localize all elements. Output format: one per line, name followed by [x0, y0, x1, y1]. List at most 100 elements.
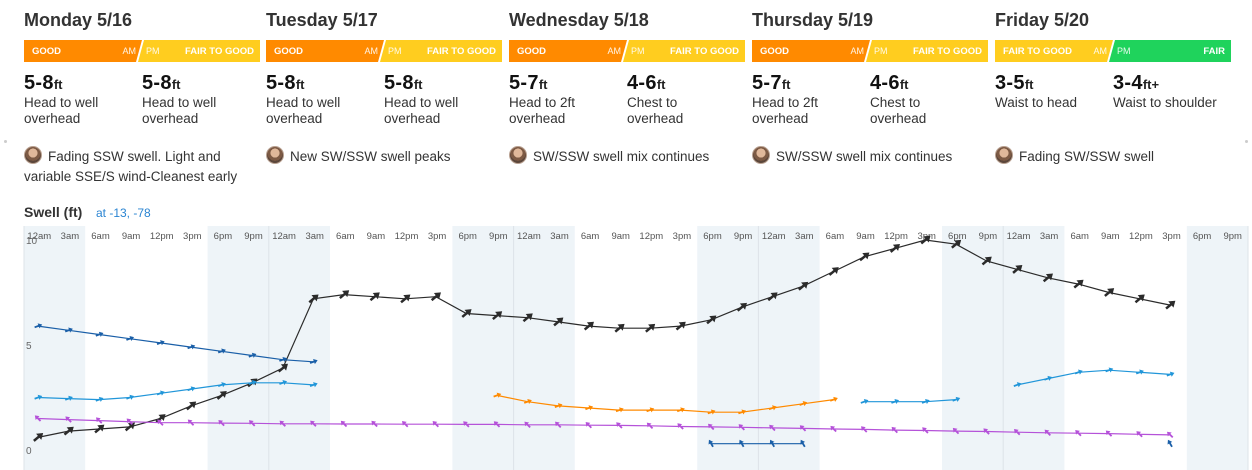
forecaster-note: SW/SSW swell mix continues: [752, 146, 992, 167]
swell-chart[interactable]: 12am 3am 6am 9am 12pm 3pm 6pm 9pm 12am 3am 6am 9am 1…: [0, 226, 1252, 470]
swell-arrow: [708, 423, 715, 431]
swell-arrow: [248, 380, 257, 386]
swell-line: [37, 239, 1171, 438]
swell-arrow: [126, 418, 133, 425]
swell-arrow: [34, 394, 43, 400]
y-tick-label: 10: [26, 236, 38, 247]
x-tick-label: 9am: [1101, 231, 1120, 242]
swell-arrow: [279, 420, 286, 427]
day-forecast[interactable]: Thursday 5/19 GOOD AM PM FAIR TO GOOD 5-…: [752, 0, 988, 195]
forecaster-avatar: [266, 146, 284, 164]
swell-arrow: [248, 352, 257, 358]
swell-arrow: [646, 422, 654, 430]
swell-arrow: [738, 409, 747, 415]
forecaster-avatar: [995, 146, 1013, 164]
swell-arrow: [523, 398, 532, 405]
swell-arrow: [1134, 294, 1145, 304]
am-surf-height: 5-7ft Head to 2ft overhead: [509, 72, 576, 126]
swell-series: [34, 415, 1174, 439]
swell-arrow: [126, 394, 135, 400]
day-forecast[interactable]: Tuesday 5/17 GOOD AM PM FAIR TO GOOD 5-8…: [266, 0, 502, 195]
x-tick-label: 12am: [762, 231, 786, 242]
swell-arrow: [493, 392, 502, 398]
swell-arrow: [95, 331, 104, 337]
day-title: Monday 5/16: [24, 10, 133, 30]
swell-arrow: [157, 419, 164, 426]
swell-arrow: [1044, 375, 1053, 381]
swell-arrow: [585, 405, 594, 411]
swell-arrow: [891, 426, 898, 434]
swell-arrow: [340, 420, 348, 428]
swell-arrow: [309, 359, 318, 365]
swell-arrow: [95, 396, 104, 402]
swell-arrow: [891, 398, 900, 405]
x-tick-label: 3pm: [428, 231, 447, 242]
x-tick-label: 9am: [611, 231, 630, 242]
day-title: Tuesday 5/17: [266, 10, 378, 30]
swell-arrow: [279, 356, 288, 363]
swell-arrow: [492, 311, 503, 321]
day-forecast[interactable]: Friday 5/20 FAIR TO GOOD AM PM FAIR 3-5f…: [995, 0, 1231, 195]
pm-rating: PM FAIR TO GOOD: [138, 40, 260, 62]
swell-arrow: [1104, 288, 1115, 297]
swell-arrow: [677, 423, 684, 430]
swell-arrow: [981, 256, 992, 266]
swell-arrow: [554, 403, 563, 409]
swell-arrow: [187, 344, 196, 350]
swell-arrow: [799, 425, 807, 432]
pm-rating: PM FAIR: [1109, 40, 1231, 62]
pm-surf-height: 5-8ft Head to well overhead: [142, 72, 217, 126]
x-tick-label: 12pm: [395, 231, 419, 242]
pm-rating: PM FAIR TO GOOD: [623, 40, 745, 62]
swell-arrow: [1167, 439, 1173, 448]
swell-arrow: [402, 420, 409, 428]
swell-arrow: [676, 407, 685, 413]
x-tick-label: 9pm: [1223, 231, 1242, 242]
swell-arrow: [187, 419, 195, 426]
x-tick-label: 6pm: [703, 231, 722, 242]
x-tick-label: 12pm: [884, 231, 908, 242]
swell-arrow: [706, 315, 717, 325]
swell-arrow: [645, 323, 656, 333]
swell-series: [34, 323, 1173, 448]
scroll-right-indicator[interactable]: [1245, 140, 1248, 143]
swell-arrow: [430, 292, 441, 302]
swell-arrow: [279, 380, 288, 386]
day-forecast[interactable]: Wednesday 5/18 GOOD AM PM FAIR TO GOOD 5…: [509, 0, 745, 195]
swell-arrow: [768, 405, 777, 411]
swell-arrow: [64, 327, 73, 333]
swell-arrow: [1165, 300, 1176, 310]
x-tick-label: 9pm: [244, 231, 263, 242]
swell-arrow: [614, 323, 625, 333]
x-tick-label: 6am: [91, 231, 110, 242]
swell-arrow: [1166, 371, 1175, 377]
swell-arrow: [738, 424, 745, 431]
day-forecast[interactable]: Monday 5/16 GOOD AM PM FAIR TO GOOD 5-8f…: [24, 0, 260, 195]
swell-arrow: [524, 421, 531, 428]
rating-bar: GOOD AM PM FAIR TO GOOD: [509, 40, 745, 62]
x-tick-label: 6am: [826, 231, 845, 242]
x-tick-label: 3am: [1040, 231, 1059, 242]
night-band: [24, 226, 86, 470]
swell-arrow: [277, 363, 288, 373]
swell-arrow: [952, 396, 961, 402]
swell-arrow: [921, 398, 930, 405]
x-tick-label: 9pm: [489, 231, 508, 242]
swell-arrow: [616, 422, 623, 429]
swell-arrow: [860, 398, 869, 405]
swell-arrow: [767, 292, 778, 302]
forecaster-note: SW/SSW swell mix continues: [509, 146, 749, 167]
swell-arrow: [646, 407, 655, 413]
swell-arrow: [371, 420, 378, 428]
swell-arrow: [583, 321, 594, 331]
swell-arrow: [186, 401, 197, 411]
swell-arrow: [1075, 430, 1082, 437]
scroll-left-indicator[interactable]: [4, 140, 7, 143]
x-tick-label: 3am: [795, 231, 814, 242]
x-tick-label: 12am: [517, 231, 541, 242]
swell-arrow: [1012, 265, 1023, 274]
x-tick-label: 12pm: [1129, 231, 1153, 242]
x-tick-label: 12am: [1007, 231, 1031, 242]
swell-arrow: [34, 323, 43, 329]
swell-location-link[interactable]: at -13, -78: [96, 206, 151, 220]
